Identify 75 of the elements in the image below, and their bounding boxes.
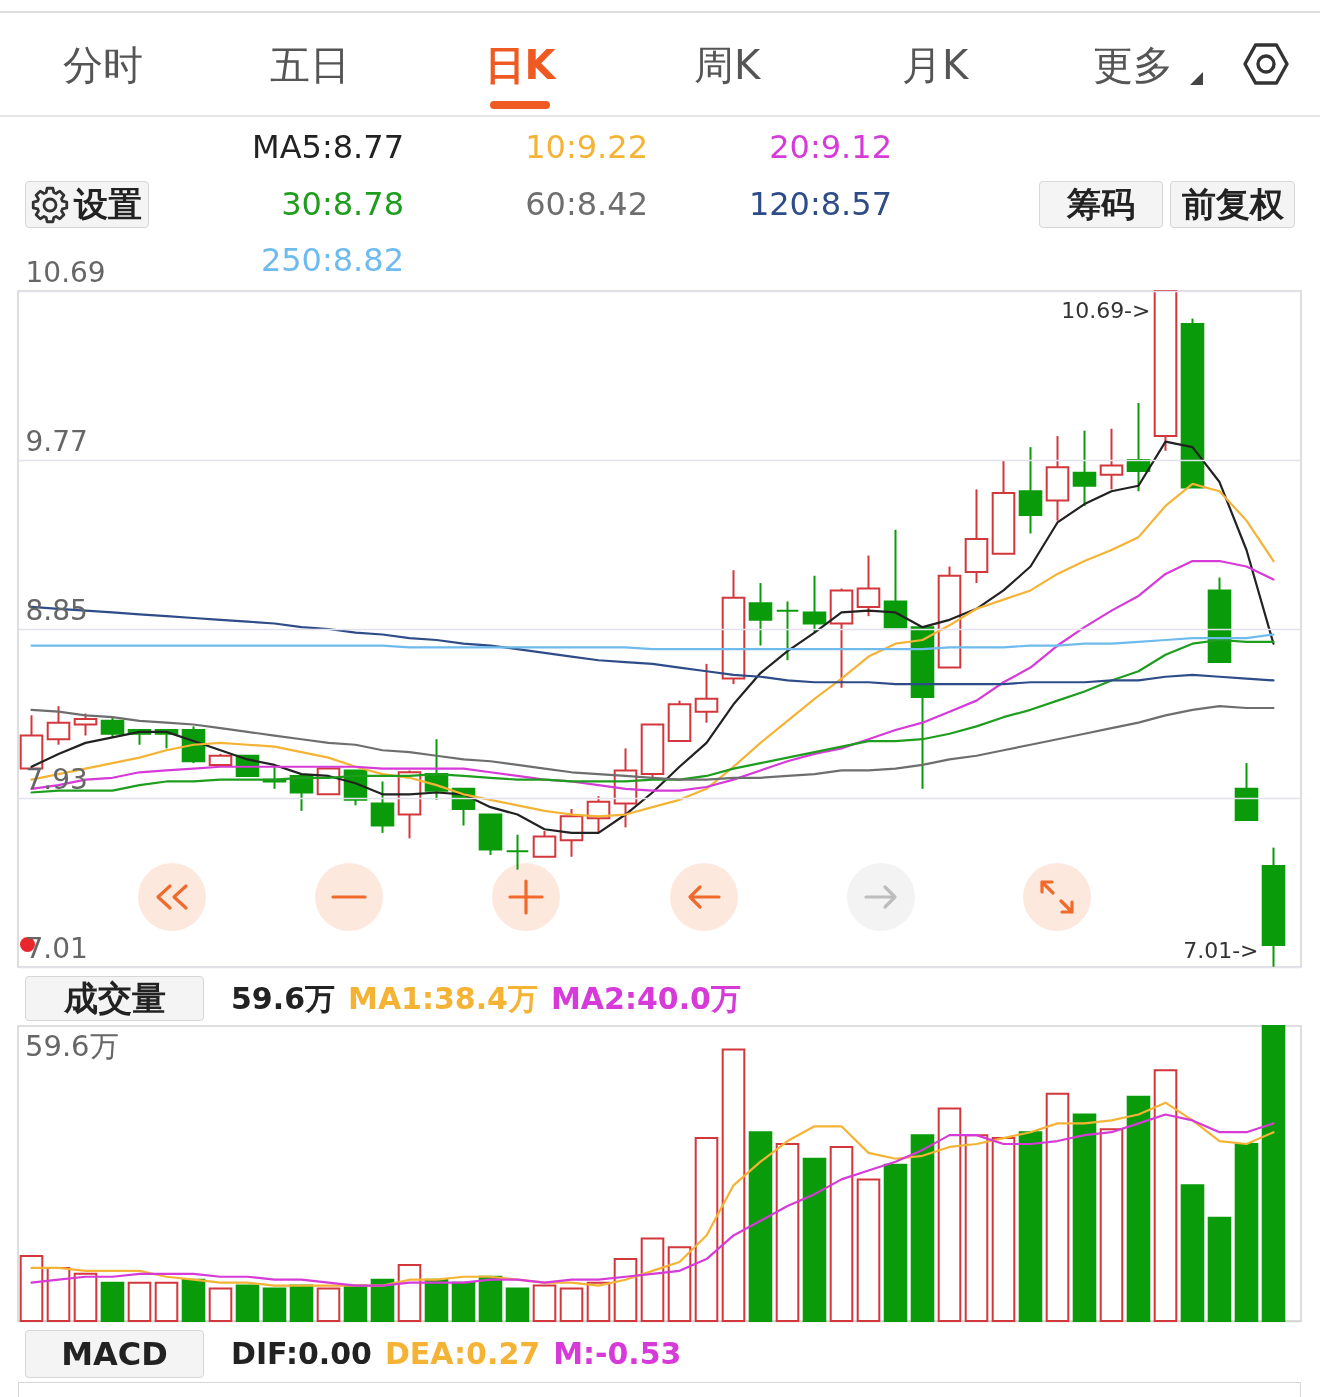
bar (100, 1281, 125, 1322)
bar (235, 1284, 260, 1322)
chart-title: 成交量 (63, 976, 166, 1020)
text: 59.6万 (231, 980, 336, 1017)
text: 120:8.57 (748, 185, 892, 223)
text: M:-0.53 (553, 1335, 682, 1372)
bar (613, 1258, 638, 1322)
bar (586, 1281, 611, 1322)
bar (802, 1157, 827, 1322)
text: 五日 (270, 40, 350, 90)
bar (640, 1237, 665, 1322)
text: 设置 (74, 183, 142, 226)
bar (532, 1284, 557, 1322)
bar (451, 1281, 476, 1322)
bar (856, 1178, 881, 1322)
y-tick-label: 10.69 (25, 255, 106, 289)
text: 更多 (1093, 40, 1173, 90)
bar (883, 1163, 908, 1322)
text: 月K (901, 40, 969, 90)
bar (154, 1281, 179, 1322)
text: 前复权 (1181, 183, 1284, 226)
text: MA1:38.4万 (348, 980, 538, 1017)
bar (343, 1284, 368, 1322)
annotation: 7.01-> (1183, 938, 1259, 963)
bar (316, 1287, 341, 1322)
bar (829, 1145, 854, 1322)
bar (775, 1143, 800, 1322)
bar (397, 1263, 422, 1322)
bar (667, 1246, 692, 1322)
bar (19, 1255, 44, 1322)
bar (1018, 1131, 1043, 1322)
bar (73, 1272, 98, 1322)
annotation: 59.6万 (25, 1028, 119, 1065)
bar (1153, 1069, 1178, 1322)
bar (1045, 1092, 1070, 1322)
text: 20:9.12 (769, 128, 892, 166)
text: 分时 (63, 40, 143, 90)
bar (1099, 1128, 1124, 1322)
bar (991, 1137, 1016, 1322)
bar (181, 1278, 206, 1322)
text: MACD (61, 1335, 168, 1373)
annotation: 10.69-> (1061, 298, 1151, 323)
bar (1207, 1216, 1232, 1322)
text: 250:8.82 (260, 241, 404, 279)
bar (1180, 1184, 1205, 1322)
text: 30:8.78 (281, 185, 404, 223)
bar (694, 1137, 719, 1322)
bar (1261, 1025, 1286, 1322)
bar (1072, 1113, 1097, 1322)
y-tick-label: 7.01 (25, 931, 88, 965)
text: DEA:0.27 (384, 1335, 541, 1372)
text: 周K (693, 40, 761, 90)
text: MA5:8.77 (252, 128, 404, 166)
text: 60:8.42 (525, 185, 648, 223)
text: 10:9.22 (525, 128, 648, 166)
bar (46, 1266, 71, 1322)
bar (370, 1278, 395, 1322)
bar (559, 1287, 584, 1322)
bar (910, 1134, 935, 1322)
bar (1234, 1143, 1259, 1322)
bar (1126, 1095, 1151, 1322)
bar (208, 1287, 233, 1322)
text: DIF:0.00 (231, 1335, 372, 1372)
bar (505, 1287, 530, 1322)
text: 日K (484, 40, 556, 90)
text: MA2:40.0万 (551, 980, 741, 1017)
bar (937, 1107, 962, 1322)
bar (964, 1134, 989, 1322)
text: 筹码 (1067, 183, 1135, 226)
bar (748, 1131, 773, 1322)
bar (127, 1281, 152, 1322)
bar (262, 1287, 287, 1322)
bar (721, 1048, 746, 1322)
y-tick-label: 9.77 (25, 424, 88, 458)
bar (289, 1284, 314, 1322)
